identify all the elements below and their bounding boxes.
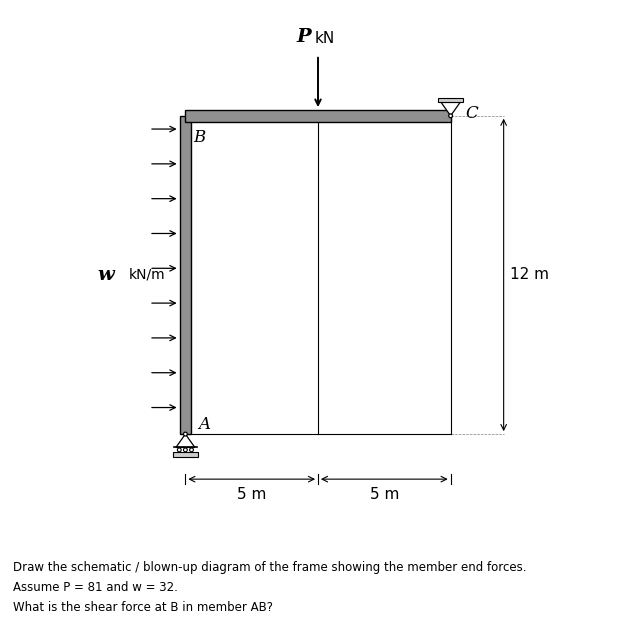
Text: C: C xyxy=(465,105,478,121)
Text: kN/m: kN/m xyxy=(128,268,165,282)
Text: B: B xyxy=(193,129,205,146)
Polygon shape xyxy=(438,98,464,102)
Circle shape xyxy=(449,114,452,118)
Text: What is the shear force at B in member AB?: What is the shear force at B in member A… xyxy=(13,601,273,614)
Polygon shape xyxy=(179,116,191,434)
Polygon shape xyxy=(441,102,460,116)
Text: w: w xyxy=(97,266,114,284)
Text: kN: kN xyxy=(315,30,335,46)
Text: P: P xyxy=(296,28,311,46)
Text: A: A xyxy=(198,416,210,433)
Text: 12 m: 12 m xyxy=(510,267,550,283)
Circle shape xyxy=(177,448,181,452)
Text: 5 m: 5 m xyxy=(370,487,399,502)
Polygon shape xyxy=(185,110,451,121)
Circle shape xyxy=(190,448,193,452)
Circle shape xyxy=(184,432,187,436)
Polygon shape xyxy=(176,434,195,447)
Polygon shape xyxy=(172,453,198,456)
Text: Assume P = 81 and w = 32.: Assume P = 81 and w = 32. xyxy=(13,581,177,594)
Text: 5 m: 5 m xyxy=(237,487,266,502)
Circle shape xyxy=(184,448,187,452)
Text: Draw the schematic / blown-up diagram of the frame showing the member end forces: Draw the schematic / blown-up diagram of… xyxy=(13,561,526,574)
